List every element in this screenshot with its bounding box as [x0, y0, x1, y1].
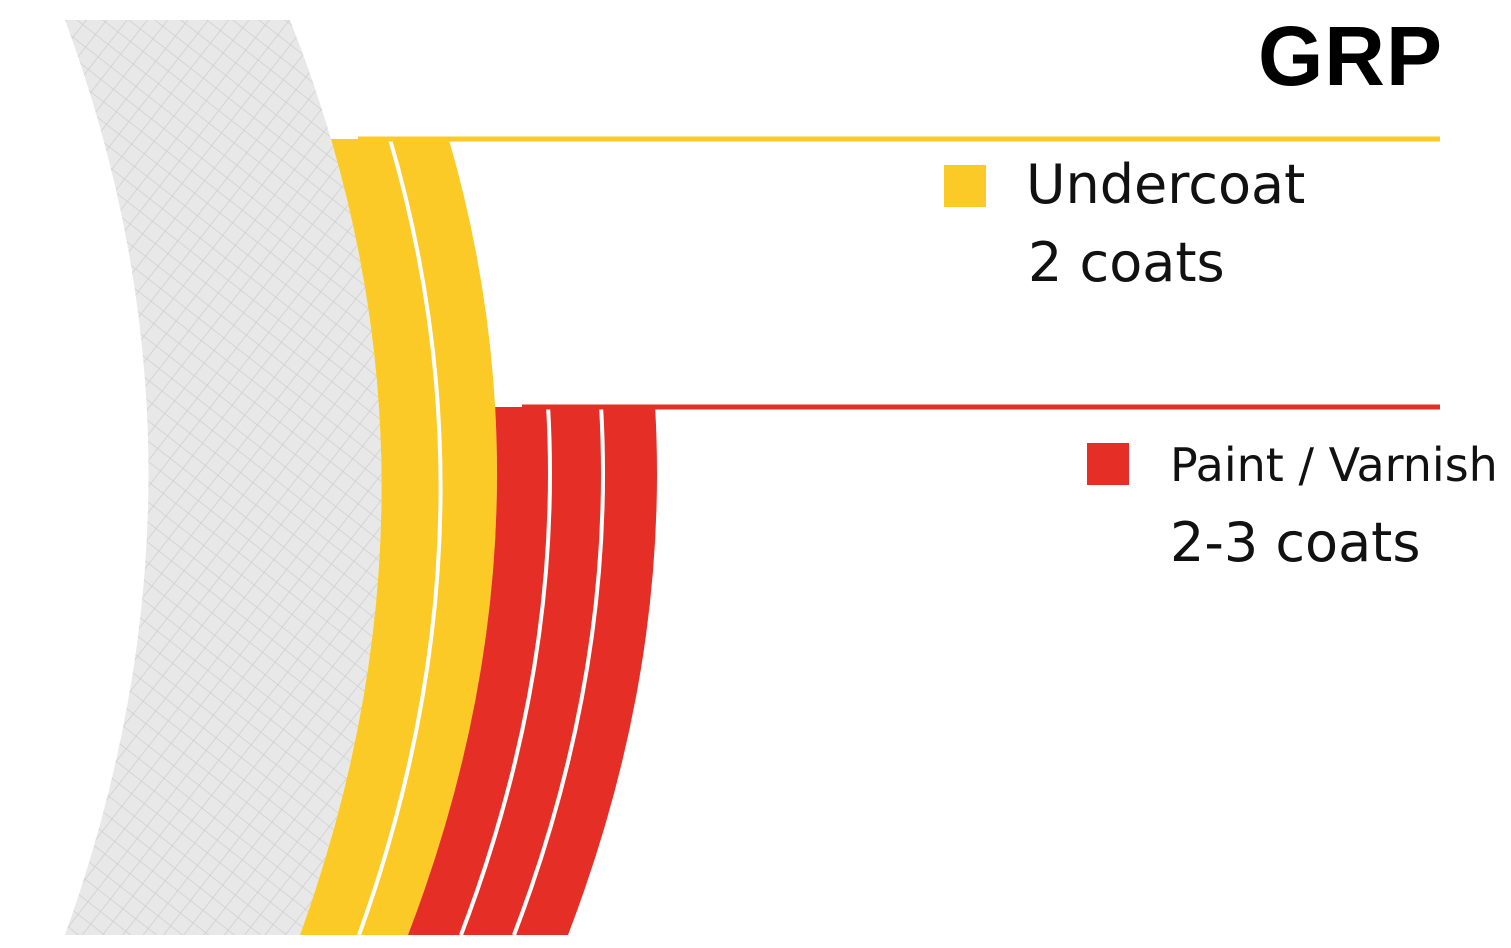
undercoat-coat-count: 2 coats	[1028, 231, 1225, 294]
undercoat-legend-swatch	[944, 165, 986, 207]
paint-coat-divider	[459, 407, 552, 936]
paint-coat-count: 2-3 coats	[1170, 511, 1421, 574]
paint-coat-divider	[512, 407, 605, 936]
grp-substrate	[65, 20, 382, 935]
undercoat-coat-divider	[357, 139, 443, 936]
diagram-title: GRP	[1257, 9, 1443, 103]
paint-legend-label: Paint / Varnish	[1170, 438, 1498, 492]
undercoat-layer	[300, 139, 497, 935]
paint-legend-swatch	[1087, 443, 1129, 485]
undercoat-legend-label: Undercoat	[1026, 153, 1306, 216]
